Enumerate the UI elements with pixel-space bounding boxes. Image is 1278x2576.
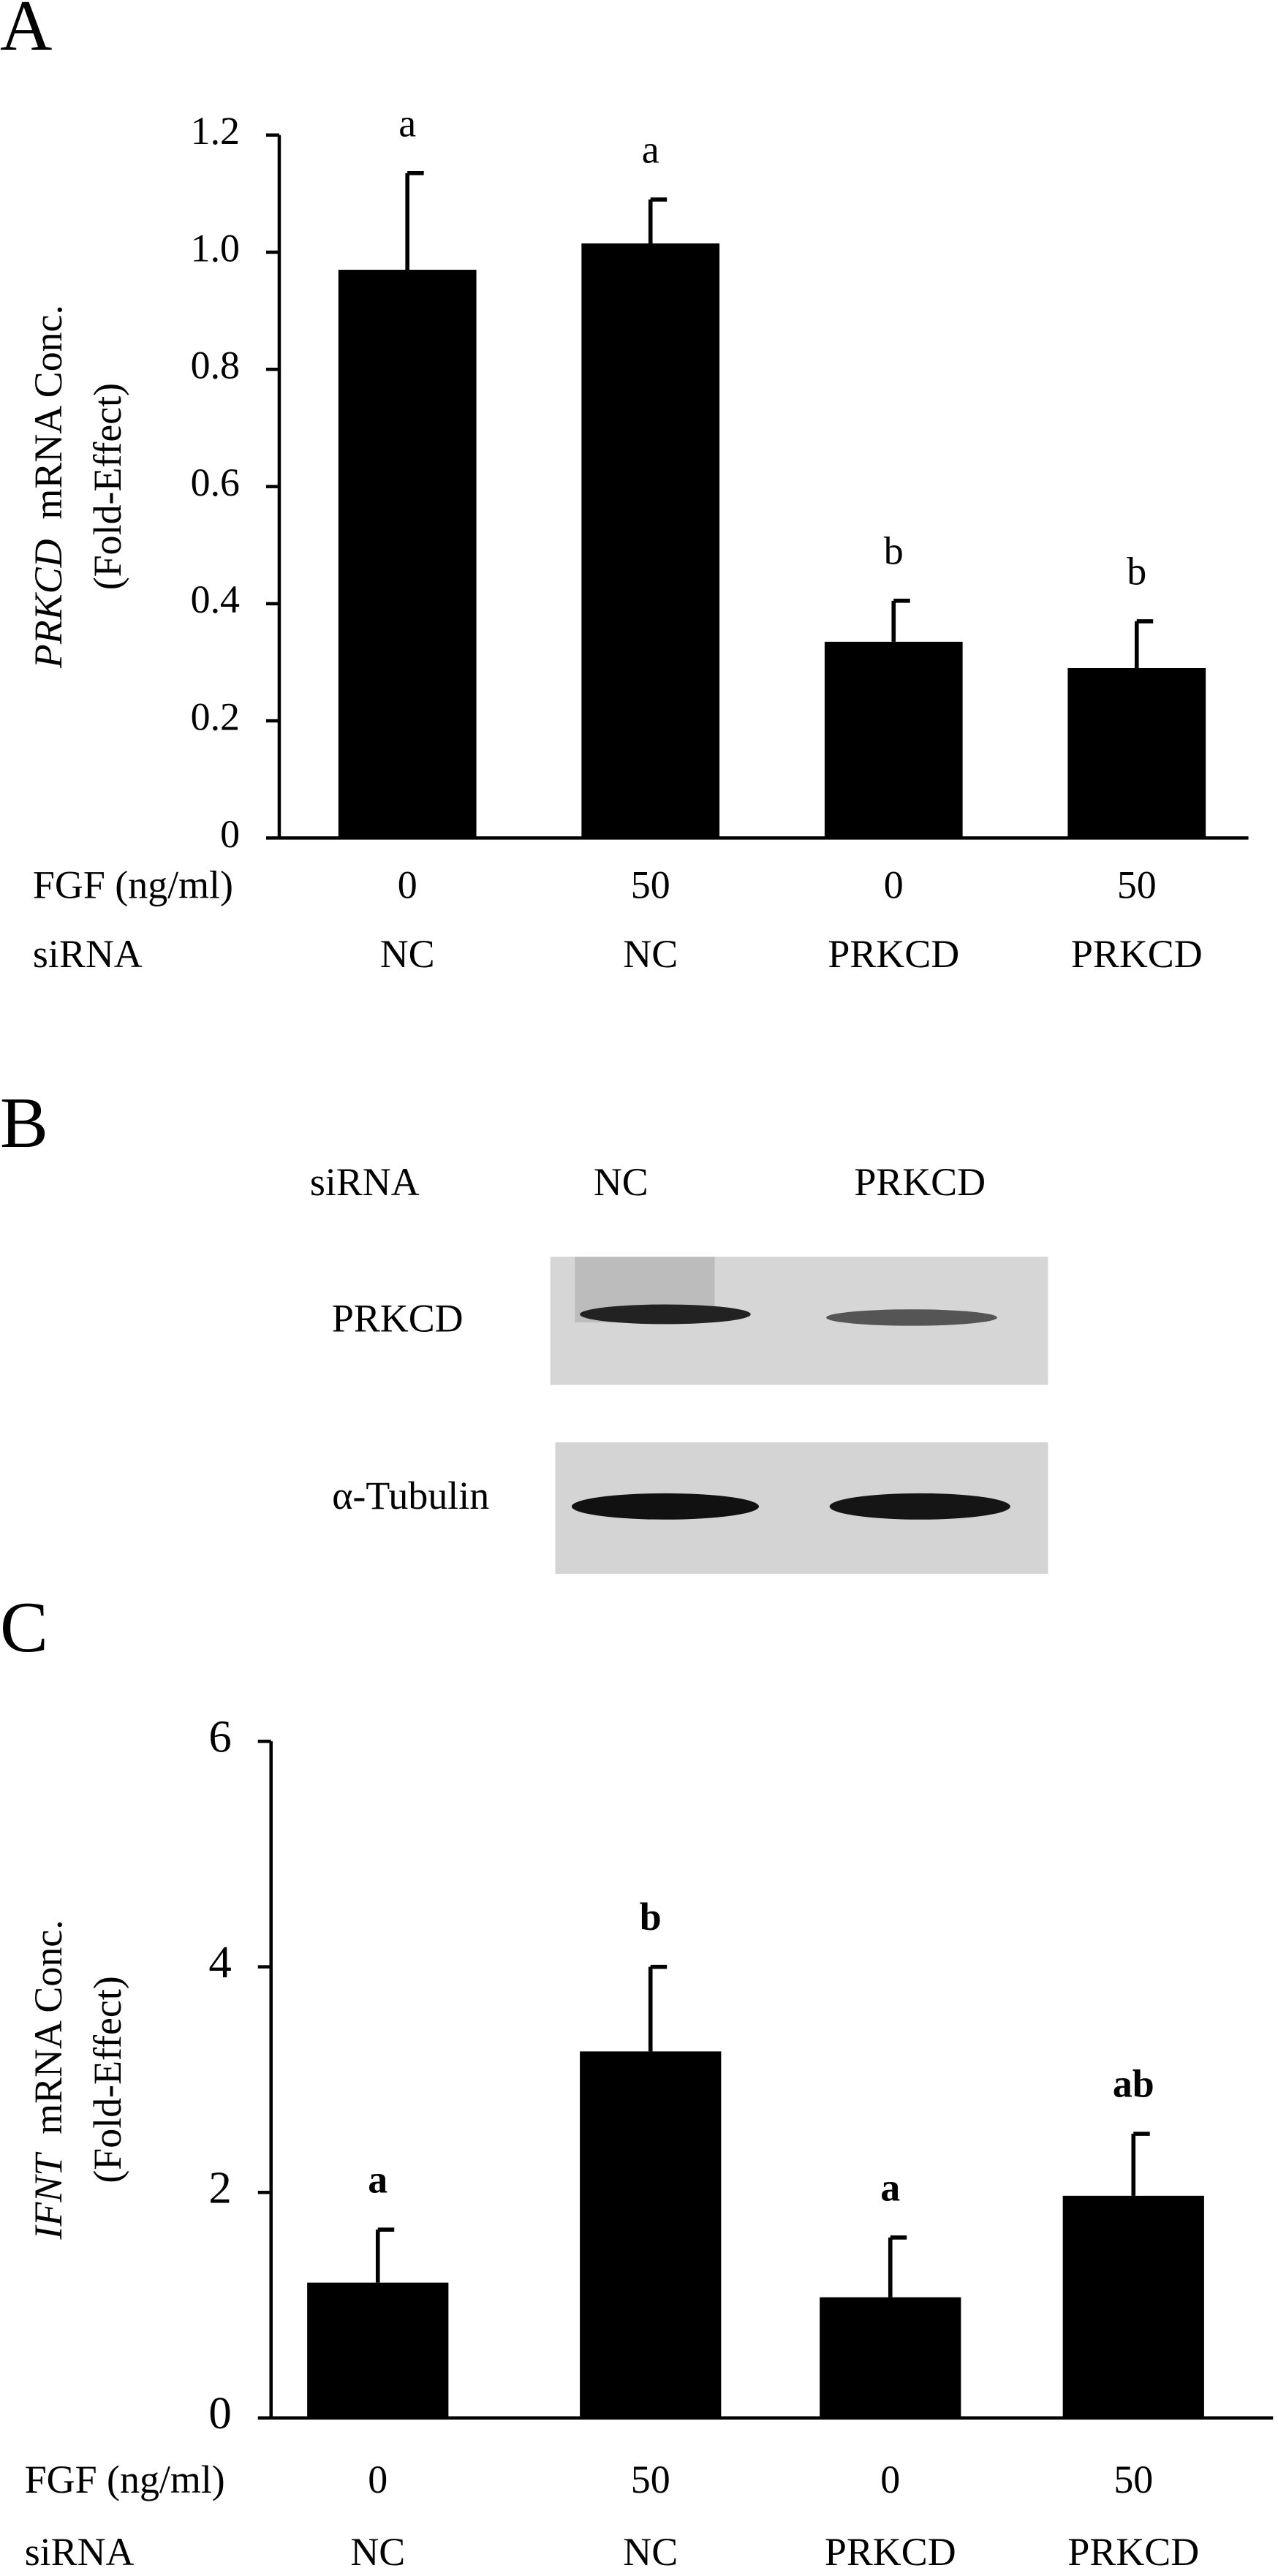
blot-lane: PRKCD	[854, 1160, 986, 1204]
y-axis-label: IFNT mRNA Conc.	[26, 1920, 70, 2240]
significance-letter: b	[1127, 549, 1146, 593]
x-tick-label: 50	[631, 863, 670, 906]
significance-letter: a	[368, 2158, 387, 2202]
y-axis-label-gene: PRKCD	[26, 539, 70, 669]
error-bar	[1134, 619, 1154, 668]
y-axis-label-text: mRNA Conc.	[26, 1920, 70, 2134]
significance-letter: a	[642, 127, 659, 171]
significance-letter: b	[640, 1895, 662, 1939]
bar	[338, 270, 477, 838]
y-tick-label: 1.0	[191, 226, 240, 270]
x-tick-label: NC	[623, 2530, 678, 2574]
error-bar	[891, 599, 910, 642]
error-bar	[1131, 2132, 1150, 2196]
significance-letter: b	[884, 529, 904, 572]
significance-letter: ab	[1113, 2061, 1154, 2105]
x-tick-label: 0	[398, 863, 417, 906]
bar	[580, 2051, 722, 2418]
y-tick-label: 0.2	[191, 694, 240, 738]
y-tick-label: 0.6	[191, 461, 240, 504]
error-bar	[648, 197, 668, 244]
blot-lane: NC	[594, 1160, 649, 1204]
bar	[1067, 667, 1206, 838]
x-tick-label: PRKCD	[828, 932, 959, 976]
y-tick-label: 0.8	[191, 344, 240, 387]
y-tick-label: 0	[220, 812, 240, 856]
x-tick-label: PRKCD	[1067, 2530, 1199, 2574]
bar	[820, 2297, 961, 2418]
significance-letter: a	[880, 2165, 900, 2209]
bar	[307, 2282, 449, 2418]
y-tick-label: 0	[208, 2387, 231, 2439]
error-bar	[405, 171, 424, 270]
panel-label: A	[0, 0, 52, 66]
y-tick-label: 2	[208, 2162, 231, 2213]
x-tick-label: 50	[631, 2458, 670, 2501]
x-row-label: FGF (ng/ml)	[33, 863, 233, 906]
y-tick-label: 1.2	[191, 109, 240, 153]
error-bar	[375, 2227, 395, 2283]
x-tick-label: 50	[1113, 2458, 1153, 2501]
x-row-label: siRNA	[25, 2530, 135, 2574]
y-tick-label: 4	[208, 1936, 231, 1988]
y-axis-label-line2: (Fold-Effect)	[86, 383, 129, 590]
x-tick-label: 50	[1117, 863, 1157, 906]
y-axis-label-line2: (Fold-Effect)	[86, 1976, 129, 2183]
x-row-label: FGF (ng/ml)	[25, 2458, 225, 2501]
y-axis-label: PRKCD mRNA Conc.	[26, 305, 70, 669]
y-tick-label: 6	[208, 1711, 231, 1762]
x-tick-label: NC	[623, 932, 678, 976]
y-axis-label-text: mRNA Conc.	[26, 305, 70, 520]
x-tick-label: 0	[368, 2458, 387, 2501]
bar	[1062, 2195, 1204, 2418]
significance-letter: a	[398, 101, 416, 145]
x-tick-label: PRKCD	[825, 2530, 956, 2574]
bar	[824, 641, 963, 838]
panel-label: C	[0, 1588, 48, 1667]
panel-label: B	[0, 1083, 48, 1163]
y-tick-label: 0.4	[191, 577, 240, 621]
blot-row-label: α-Tubulin	[332, 1474, 489, 1518]
blot-row-label: PRKCD	[332, 1297, 464, 1341]
x-tick-label: NC	[380, 932, 435, 976]
blot-image	[550, 1257, 1048, 1574]
x-tick-label: NC	[350, 2530, 405, 2574]
x-tick-label: 0	[884, 863, 904, 906]
bar	[581, 243, 720, 838]
x-tick-label: PRKCD	[1071, 932, 1203, 976]
blot-header: siRNA	[310, 1160, 420, 1204]
error-bar	[888, 2235, 907, 2297]
y-axis-label-gene: IFNT	[26, 2151, 70, 2240]
x-row-label: siRNA	[33, 932, 143, 976]
error-bar	[648, 1964, 668, 2052]
x-tick-label: 0	[880, 2458, 900, 2501]
